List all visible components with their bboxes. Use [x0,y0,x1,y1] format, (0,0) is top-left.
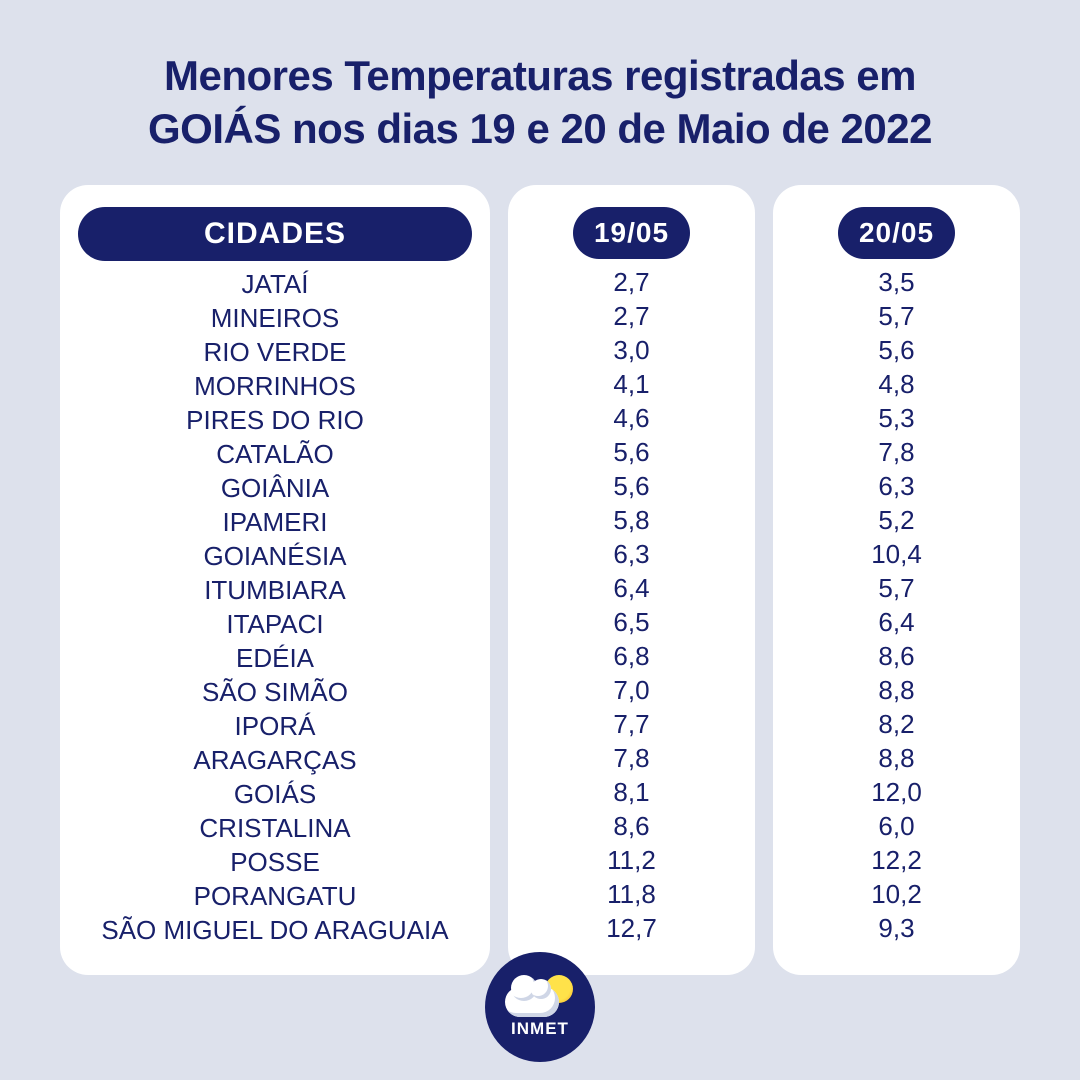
temp-value: 8,1 [613,775,649,809]
temp-value: 3,5 [878,265,914,299]
table-row: PIRES DO RIO [186,403,364,437]
table-row: GOIÁS [234,777,316,811]
table-row: PORANGATU [194,879,357,913]
header-day-19: 19/05 [573,207,689,259]
temp-value: 2,7 [613,265,649,299]
temp-value: 12,2 [871,843,922,877]
temp-value: 7,7 [613,707,649,741]
temp-value: 5,3 [878,401,914,435]
temp-value: 11,8 [607,877,656,911]
panel-day-19: 19/05 2,72,73,04,14,65,65,65,86,36,46,56… [508,185,755,975]
inmet-logo: INMET [485,952,595,1062]
temp-value: 11,2 [607,843,656,877]
table-row: RIO VERDE [203,335,346,369]
temp-value: 5,8 [613,503,649,537]
table-row: SÃO MIGUEL DO ARAGUAIA [101,913,448,947]
title-line-2: GOIÁS nos dias 19 e 20 de Maio de 2022 [148,105,932,152]
weather-icon [505,975,575,1017]
temp-value: 7,8 [878,435,914,469]
temp-value: 3,0 [613,333,649,367]
temp-value: 10,4 [871,537,922,571]
table-row: JATAÍ [242,267,309,301]
temp-value: 6,0 [878,809,914,843]
table-row: ITUMBIARA [204,573,346,607]
panel-day-20: 20/05 3,55,75,64,85,37,86,35,210,45,76,4… [773,185,1020,975]
temp-value: 4,8 [878,367,914,401]
temp-value: 5,6 [878,333,914,367]
temp-value: 4,6 [613,401,649,435]
temp-value: 2,7 [613,299,649,333]
temp-value: 8,6 [613,809,649,843]
temp-value: 5,2 [878,503,914,537]
temp-value: 5,7 [878,571,914,605]
city-list: JATAÍMINEIROSRIO VERDEMORRINHOSPIRES DO … [78,267,472,947]
temp-value: 7,0 [613,673,649,707]
day20-list: 3,55,75,64,85,37,86,35,210,45,76,48,68,8… [791,265,1002,945]
temp-value: 6,5 [613,605,649,639]
temp-value: 5,6 [613,435,649,469]
table-panels: CIDADES JATAÍMINEIROSRIO VERDEMORRINHOSP… [0,185,1080,975]
header-day-20: 20/05 [838,207,954,259]
temp-value: 8,6 [878,639,914,673]
day19-list: 2,72,73,04,14,65,65,65,86,36,46,56,87,07… [526,265,737,945]
table-row: ITAPACI [226,607,323,641]
temp-value: 8,8 [878,741,914,775]
temp-value: 5,6 [613,469,649,503]
table-row: IPAMERI [223,505,328,539]
table-row: CRISTALINA [199,811,350,845]
title-line-1: Menores Temperaturas registradas em [164,52,916,99]
temp-value: 6,3 [878,469,914,503]
table-row: IPORÁ [235,709,316,743]
table-row: POSSE [230,845,320,879]
temp-value: 9,3 [878,911,914,945]
temp-value: 6,8 [613,639,649,673]
temp-value: 6,4 [878,605,914,639]
temp-value: 10,2 [871,877,922,911]
table-row: MORRINHOS [194,369,356,403]
panel-cities: CIDADES JATAÍMINEIROSRIO VERDEMORRINHOSP… [60,185,490,975]
temp-value: 7,8 [613,741,649,775]
table-row: CATALÃO [216,437,334,471]
temp-value: 6,4 [613,571,649,605]
header-cities: CIDADES [78,207,472,261]
table-row: GOIÂNIA [221,471,329,505]
table-row: ARAGARÇAS [193,743,356,777]
temp-value: 4,1 [613,367,649,401]
table-row: SÃO SIMÃO [202,675,348,709]
page-title: Menores Temperaturas registradas em GOIÁ… [0,0,1080,185]
table-row: MINEIROS [211,301,340,335]
temp-value: 12,7 [606,911,657,945]
table-row: GOIANÉSIA [203,539,346,573]
logo-text: INMET [511,1019,569,1039]
temp-value: 5,7 [878,299,914,333]
cloud-icon [505,987,559,1017]
temp-value: 6,3 [613,537,649,571]
temp-value: 8,8 [878,673,914,707]
table-row: EDÉIA [236,641,314,675]
temp-value: 12,0 [871,775,922,809]
temp-value: 8,2 [878,707,914,741]
